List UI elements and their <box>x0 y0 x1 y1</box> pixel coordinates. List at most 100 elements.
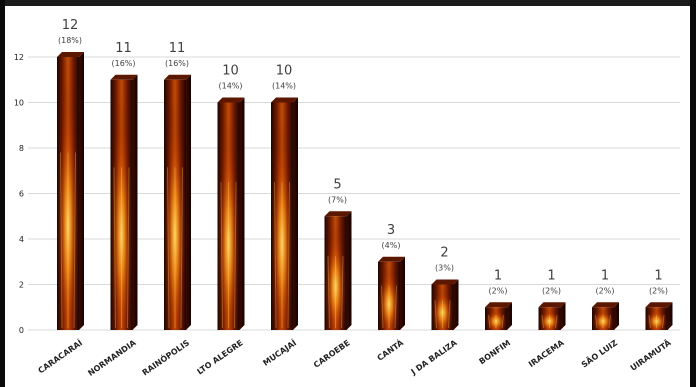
bar-top <box>110 74 138 80</box>
percent-label: (16%) <box>165 59 189 68</box>
percent-label: (14%) <box>218 82 242 91</box>
flame-streak <box>608 315 611 329</box>
x-tick-label: BONFIM <box>477 338 512 366</box>
bar <box>485 302 512 330</box>
value-label: 1 <box>494 268 502 283</box>
top-border <box>0 0 696 6</box>
x-tick-label: LTO ALEGRE <box>195 338 244 376</box>
left-edge <box>0 0 5 387</box>
bar-flame <box>378 261 400 330</box>
flame-streak <box>394 285 397 329</box>
bar-flame <box>164 79 186 330</box>
bar-top <box>271 97 298 103</box>
bar <box>431 279 459 330</box>
flame-streak <box>501 315 504 329</box>
bar-top <box>645 302 673 308</box>
bar <box>110 74 138 330</box>
bar-side <box>507 302 512 330</box>
percent-label: (3%) <box>435 264 454 273</box>
bar-flame <box>538 307 561 330</box>
x-tick-label: IRACEMA <box>527 338 566 369</box>
flame-streak <box>648 315 651 329</box>
bar-top <box>538 302 566 308</box>
value-label: 1 <box>601 268 609 283</box>
flame-streak <box>327 256 330 329</box>
percent-label: (2%) <box>649 286 668 295</box>
bar-side <box>400 256 405 330</box>
y-tick-label: 2 <box>19 281 24 290</box>
x-tick-label: J DA BALIZA <box>409 338 460 377</box>
flame-streak <box>167 167 170 329</box>
bar-flame <box>110 79 133 330</box>
flame-streak <box>274 182 277 329</box>
value-label: 12 <box>62 18 79 33</box>
y-tick-label: 10 <box>14 99 24 108</box>
bar-flame <box>485 307 507 330</box>
value-label: 3 <box>387 223 395 238</box>
bar-top <box>164 74 191 80</box>
flame-streak <box>381 285 384 329</box>
y-axis-ticks: 0 2 4 6 8 10 12 <box>14 53 24 335</box>
bar-side <box>453 279 459 330</box>
value-label: 1 <box>547 268 555 283</box>
x-tick-label: MUCAJAÍ <box>260 337 298 368</box>
bar-side <box>346 211 352 330</box>
bar-side <box>239 97 245 330</box>
bar-flame <box>431 284 454 330</box>
bars <box>57 52 673 330</box>
flame-streak <box>180 167 183 329</box>
bar-side <box>132 74 138 330</box>
bar <box>645 302 673 330</box>
flame-streak <box>234 182 237 329</box>
y-tick-label: 12 <box>14 53 24 62</box>
percent-label: (7%) <box>328 195 347 204</box>
flame-streak <box>555 315 558 329</box>
y-tick-label: 6 <box>19 190 24 199</box>
bar-flame <box>217 102 240 330</box>
bar-side <box>186 74 191 330</box>
bar-top <box>57 52 84 57</box>
bar <box>324 211 352 330</box>
flame-streak <box>541 315 544 329</box>
bar-side <box>79 52 84 330</box>
value-label: 1 <box>654 268 662 283</box>
bar-top <box>378 256 405 262</box>
x-tick-label: UIRAMUTÃ <box>628 337 673 373</box>
bar <box>538 302 566 330</box>
x-tick-label: RAINÓPOLIS <box>140 336 192 377</box>
bar-side <box>667 302 673 330</box>
flame-streak <box>127 167 130 329</box>
flame-streak <box>287 182 290 329</box>
flame-streak <box>60 152 63 329</box>
percent-label: (16%) <box>111 59 135 68</box>
bar-top <box>217 97 245 103</box>
bar <box>57 52 84 330</box>
y-tick-label: 4 <box>19 235 24 244</box>
y-tick-label: 0 <box>19 326 24 335</box>
x-axis-ticks: CARACARAÍ NORMANDIA RAINÓPOLIS LTO ALEGRE MU… <box>35 336 673 378</box>
bar-top <box>592 302 619 308</box>
percent-label: (18%) <box>58 36 82 45</box>
bar-side <box>293 97 298 330</box>
bar-top <box>431 279 459 285</box>
bar-flame <box>592 307 614 330</box>
flame-streak <box>662 315 665 329</box>
flame-streak <box>220 182 223 329</box>
value-label: 10 <box>276 64 293 79</box>
percent-label: (2%) <box>542 286 561 295</box>
bar <box>378 256 405 330</box>
percent-label: (14%) <box>272 82 296 91</box>
right-edge <box>690 0 696 387</box>
bar-flame <box>324 216 347 330</box>
bar-top <box>324 211 352 217</box>
percent-label: (2%) <box>596 286 615 295</box>
x-tick-label: CARACARAÍ <box>35 337 84 376</box>
bar-side <box>614 302 619 330</box>
value-label: 11 <box>169 41 186 56</box>
value-label: 11 <box>115 41 132 56</box>
flame-streak <box>73 152 76 329</box>
bar <box>271 97 298 330</box>
value-label: 5 <box>333 177 341 192</box>
value-label: 10 <box>222 64 239 79</box>
